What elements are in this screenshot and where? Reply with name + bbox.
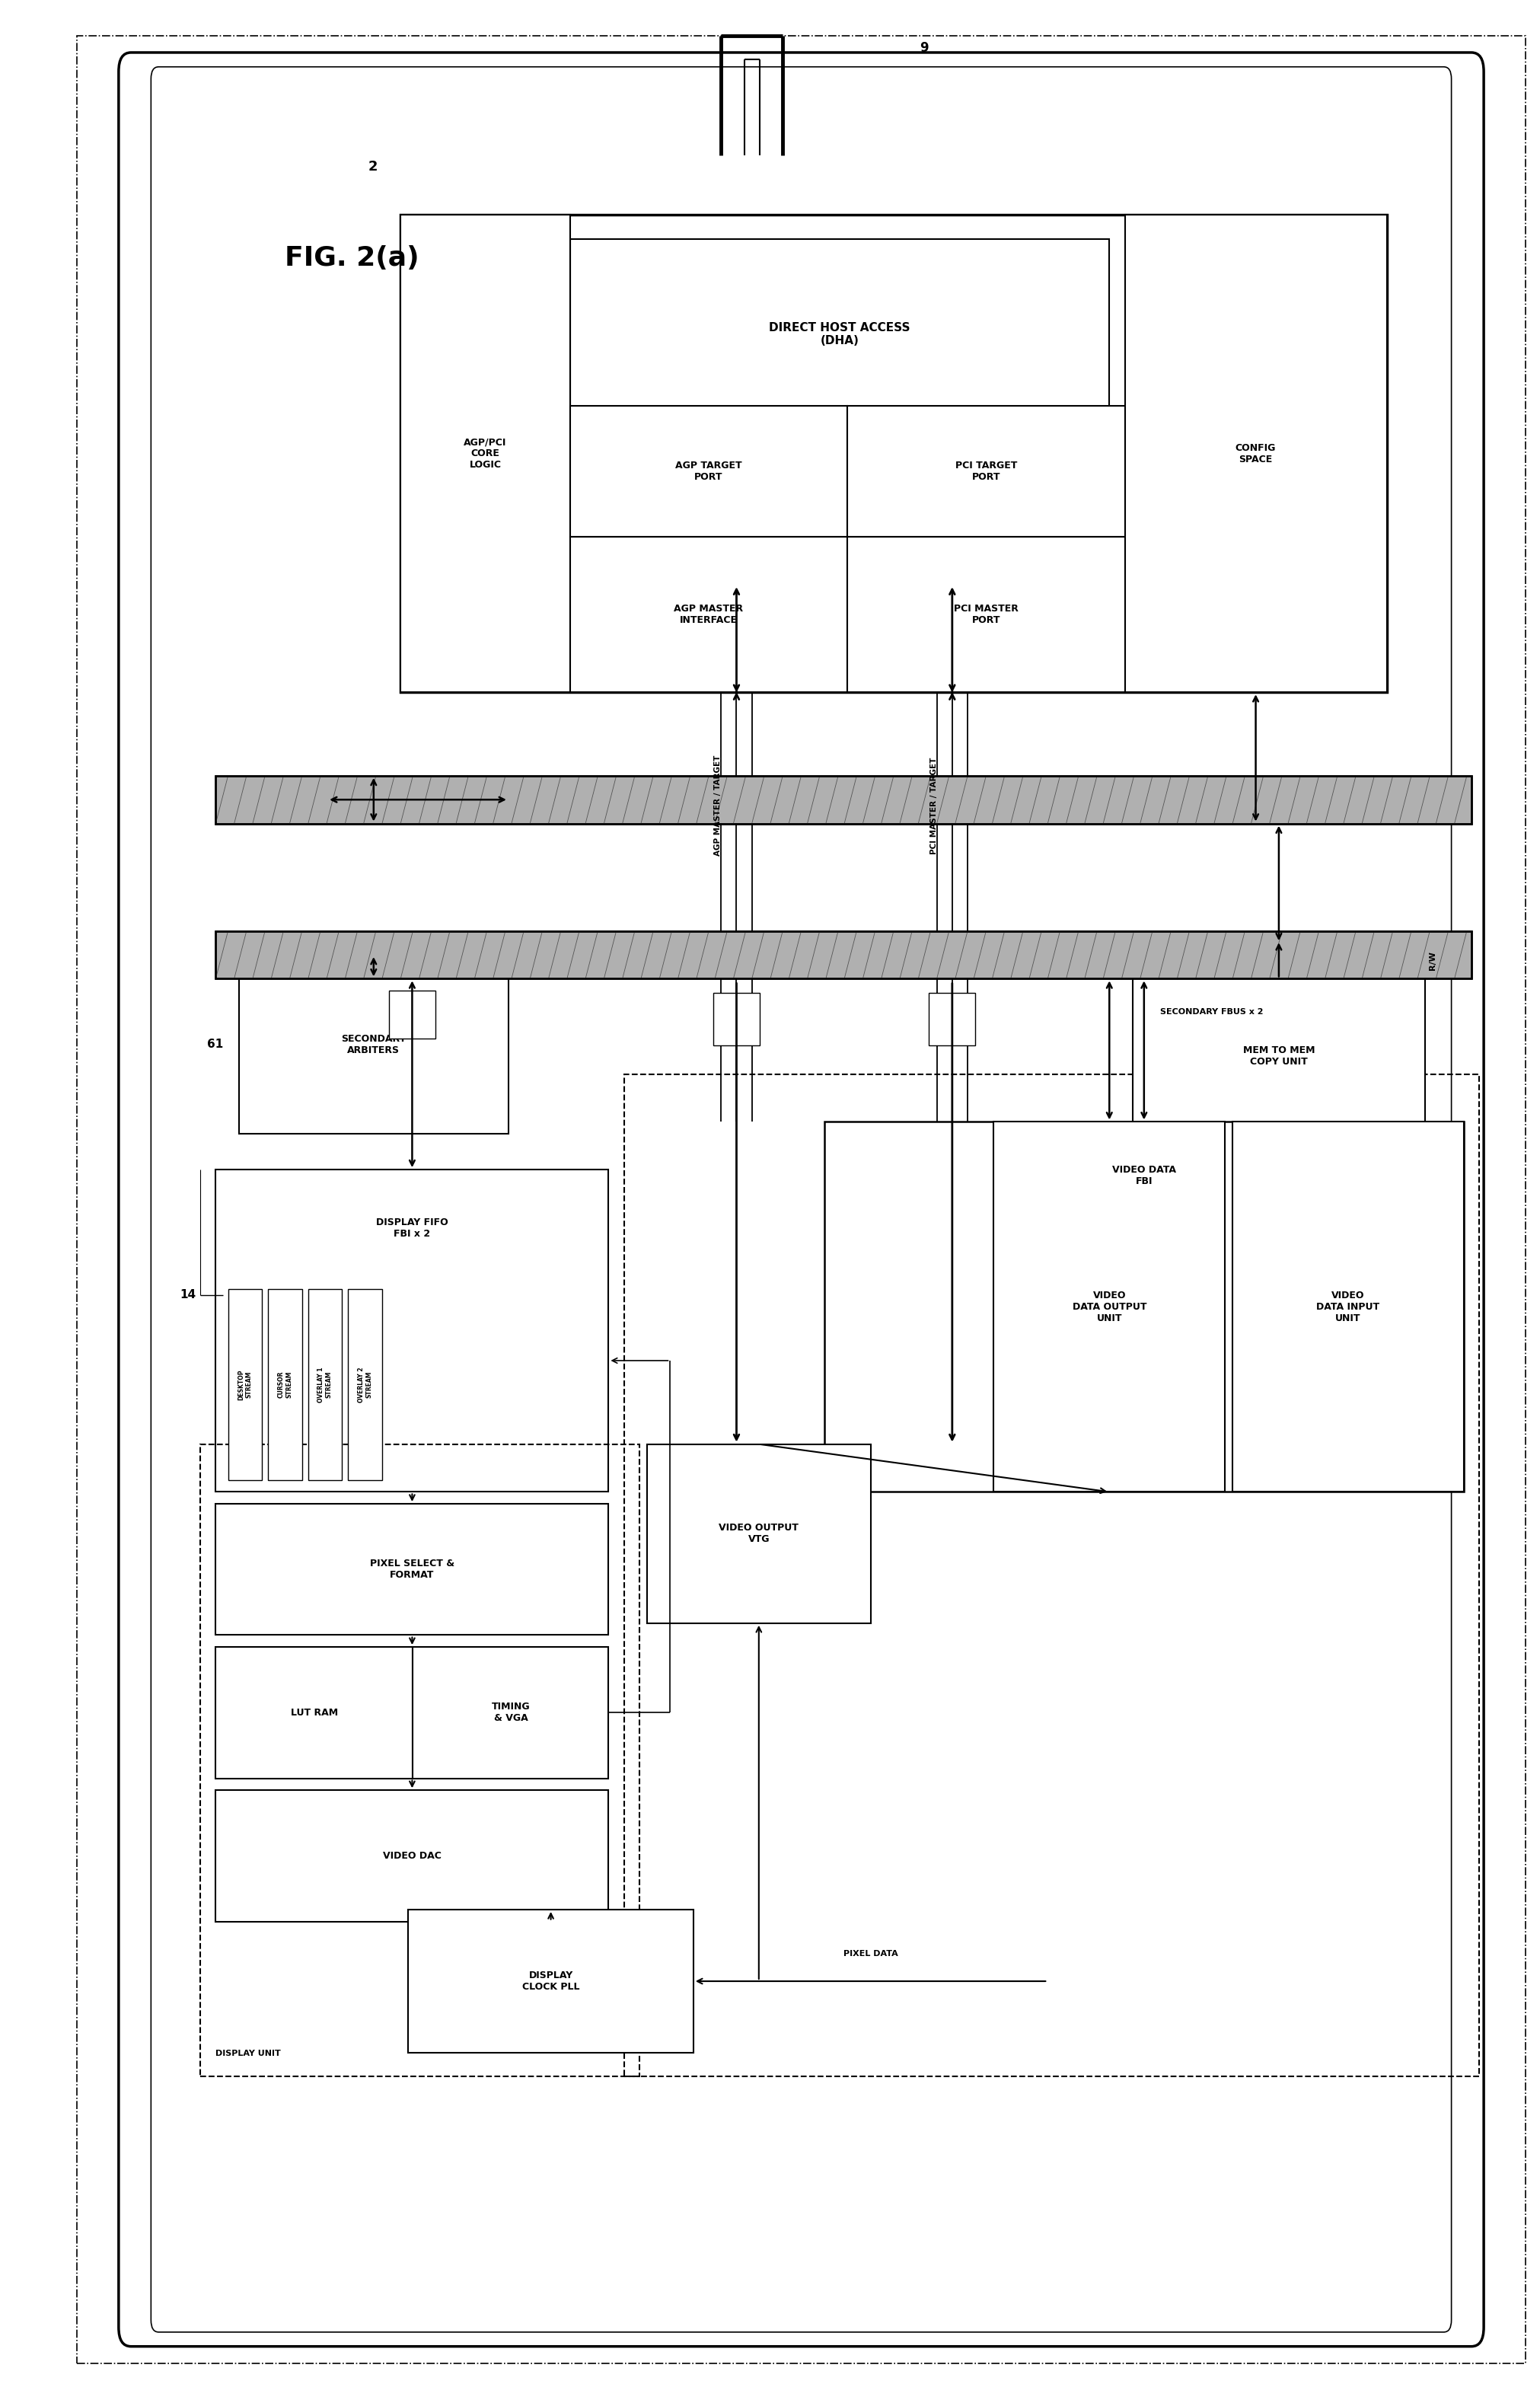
Text: FIG. 2(a): FIG. 2(a): [285, 246, 419, 270]
Text: VIDEO DATA
FBI: VIDEO DATA FBI: [1112, 1165, 1175, 1186]
Text: VIDEO OUTPUT
VTG: VIDEO OUTPUT VTG: [719, 1523, 798, 1544]
Bar: [847, 537, 1124, 692]
Text: R/W: R/W: [1429, 952, 1435, 969]
Text: DISPLAY
CLOCK PLL: DISPLAY CLOCK PLL: [522, 1972, 579, 1991]
Text: PIXEL DATA: PIXEL DATA: [842, 1950, 898, 1957]
Text: PCI MASTER / TARGET: PCI MASTER / TARGET: [930, 757, 936, 855]
Text: PCI TARGET
PORT: PCI TARGET PORT: [955, 461, 1016, 482]
Bar: [200, 1444, 639, 2077]
FancyBboxPatch shape: [119, 53, 1483, 2346]
Text: CURSOR
STREAM: CURSOR STREAM: [277, 1370, 293, 1399]
Text: SECONDARY FBUS x 2: SECONDARY FBUS x 2: [1160, 1007, 1263, 1017]
Bar: [570, 239, 1109, 430]
Text: DISPLAY UNIT: DISPLAY UNIT: [216, 2050, 280, 2058]
Text: VIDEO DAC: VIDEO DAC: [383, 1850, 440, 1862]
Bar: [1132, 943, 1424, 1170]
Bar: [308, 1289, 342, 1480]
Bar: [228, 1289, 262, 1480]
Bar: [570, 537, 847, 692]
Bar: [216, 776, 1471, 824]
Text: DIRECT HOST ACCESS
(DHA): DIRECT HOST ACCESS (DHA): [768, 322, 910, 346]
Bar: [216, 931, 1471, 979]
Bar: [570, 406, 847, 537]
Bar: [216, 1790, 608, 1922]
Text: PIXEL SELECT &
FORMAT: PIXEL SELECT & FORMAT: [370, 1559, 454, 1580]
Text: DESKTOP
STREAM: DESKTOP STREAM: [237, 1370, 253, 1399]
Bar: [824, 1122, 1463, 1492]
Bar: [216, 1504, 608, 1635]
Bar: [400, 215, 1386, 692]
Bar: [1232, 1122, 1463, 1492]
Bar: [400, 215, 570, 692]
Text: 61: 61: [208, 1038, 223, 1050]
Bar: [388, 991, 434, 1038]
Text: OVERLAY 1
STREAM: OVERLAY 1 STREAM: [317, 1368, 333, 1401]
Bar: [647, 1444, 870, 1623]
Text: AGP MASTER
INTERFACE: AGP MASTER INTERFACE: [673, 604, 744, 625]
Bar: [216, 776, 1471, 824]
Bar: [929, 993, 975, 1046]
Text: AGP MASTER / TARGET: AGP MASTER / TARGET: [715, 754, 721, 857]
Text: PCI MASTER
PORT: PCI MASTER PORT: [953, 604, 1018, 625]
Bar: [1124, 215, 1386, 692]
Text: MEM TO MEM
COPY UNIT: MEM TO MEM COPY UNIT: [1243, 1046, 1314, 1067]
Bar: [408, 1910, 693, 2053]
Text: LUT RAM: LUT RAM: [291, 1707, 337, 1719]
Bar: [713, 993, 759, 1046]
Bar: [847, 406, 1124, 537]
Bar: [413, 1647, 608, 1778]
Bar: [268, 1289, 302, 1480]
Text: 2: 2: [368, 160, 377, 174]
Text: VIDEO
DATA INPUT
UNIT: VIDEO DATA INPUT UNIT: [1315, 1291, 1380, 1322]
Text: OVERLAY 2
STREAM: OVERLAY 2 STREAM: [357, 1368, 373, 1401]
Bar: [239, 955, 508, 1134]
Text: CONFIG
SPACE: CONFIG SPACE: [1235, 444, 1275, 463]
Text: VIDEO
DATA OUTPUT
UNIT: VIDEO DATA OUTPUT UNIT: [1072, 1291, 1146, 1322]
Text: AGP TARGET
PORT: AGP TARGET PORT: [675, 461, 742, 482]
Bar: [348, 1289, 382, 1480]
Bar: [216, 931, 1471, 979]
Bar: [216, 1647, 413, 1778]
Text: AGP/PCI
CORE
LOGIC: AGP/PCI CORE LOGIC: [464, 437, 507, 470]
Bar: [993, 1122, 1224, 1492]
Text: SECONDARY
ARBITERS: SECONDARY ARBITERS: [340, 1034, 407, 1055]
Text: TIMING
& VGA: TIMING & VGA: [491, 1702, 530, 1723]
Text: 9: 9: [919, 41, 929, 55]
Bar: [216, 1170, 608, 1492]
Bar: [624, 1074, 1478, 2077]
Text: 14: 14: [180, 1289, 196, 1301]
Text: DISPLAY FIFO
FBI x 2: DISPLAY FIFO FBI x 2: [376, 1217, 448, 1239]
